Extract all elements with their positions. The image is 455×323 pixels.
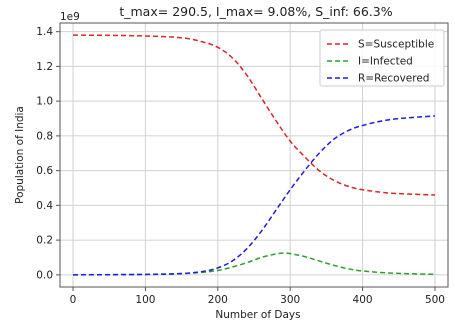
y-tick-label: 0.2 xyxy=(36,235,53,247)
y-offset-label: 1e9 xyxy=(60,11,80,23)
y-tick-label: 0.6 xyxy=(36,165,53,177)
x-tick-label: 400 xyxy=(353,294,373,306)
legend-box xyxy=(319,29,445,87)
chart-title: t_max= 290.5, I_max= 9.08%, S_inf: 66.3% xyxy=(119,4,392,19)
series-line-recovered xyxy=(73,115,436,276)
legend-label: I=Infected xyxy=(358,56,413,68)
legend-label: R=Recovered xyxy=(358,73,429,85)
x-axis-ticks: 0 100 200 300 400 500 xyxy=(70,287,445,306)
y-tick-label: 1.2 xyxy=(36,61,53,73)
series-lines xyxy=(73,34,436,276)
y-tick-label: 0.8 xyxy=(36,130,53,142)
y-axis-label: Population of India xyxy=(14,106,26,204)
legend: S=Susceptible I=Infected R=Recovered xyxy=(319,29,445,87)
x-tick-label: 300 xyxy=(280,294,300,306)
series-line-susceptible xyxy=(73,34,435,196)
y-tick-label: 1.0 xyxy=(36,96,53,108)
x-tick-label: 200 xyxy=(208,294,228,306)
y-tick-label: 1.4 xyxy=(36,26,53,38)
x-axis-label: Number of Days xyxy=(215,309,300,321)
y-tick-label: 0.0 xyxy=(36,269,53,281)
x-tick-label: 0 xyxy=(70,294,77,306)
x-tick-label: 500 xyxy=(425,294,445,306)
x-tick-label: 100 xyxy=(135,294,155,306)
plot-frame xyxy=(59,22,449,288)
y-tick-label: 0.4 xyxy=(36,200,53,212)
series-line-infected xyxy=(73,252,435,276)
legend-label: S=Susceptible xyxy=(358,39,434,51)
y-axis-ticks: 0.0 0.2 0.4 0.6 0.8 1.0 1.2 1.4 xyxy=(36,26,60,281)
